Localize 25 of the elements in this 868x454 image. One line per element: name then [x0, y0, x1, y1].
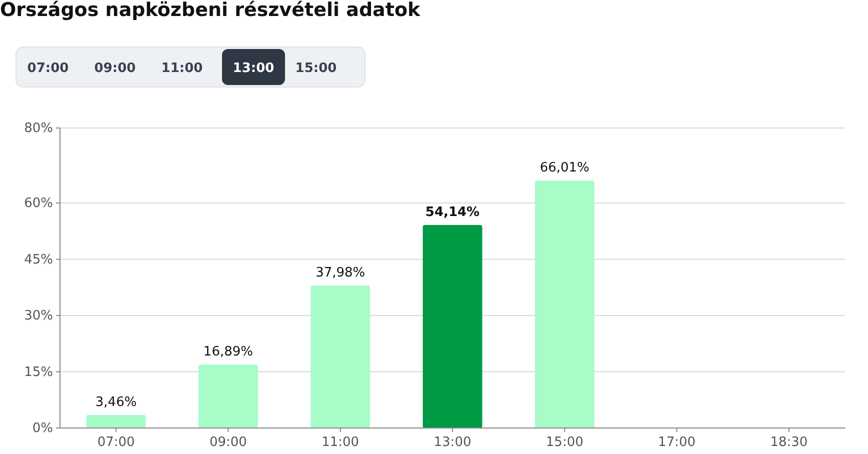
bar	[534, 180, 594, 428]
x-tick-label: 17:00	[658, 435, 696, 450]
time-selector: 07:00 09:00 11:00 13:00 15:00	[16, 46, 366, 88]
y-tick-label: 60%	[24, 196, 53, 211]
y-tick-label: 15%	[24, 364, 53, 380]
y-tick-label: 45%	[24, 252, 53, 268]
x-tick-label: 15:00	[546, 435, 584, 450]
bar	[198, 364, 258, 428]
data-label: 37,98%	[316, 266, 366, 281]
data-label: 3,46%	[95, 395, 137, 410]
y-tick-label: 80%	[24, 121, 53, 136]
chart-title: Országos napközbeni részvételi adatok	[0, 0, 420, 21]
y-tick-label: 30%	[24, 308, 53, 324]
data-label: 66,01%	[540, 160, 590, 176]
x-tick-label: 07:00	[97, 435, 135, 450]
x-tick-label: 09:00	[209, 435, 247, 450]
x-tick-label: 11:00	[322, 435, 360, 450]
x-tick-label: 13:00	[434, 435, 472, 450]
data-label: 54,14%	[425, 204, 480, 220]
bar	[86, 415, 146, 428]
y-tick-label: 0%	[32, 421, 53, 436]
x-tick-label: 18:30	[770, 435, 808, 450]
bar	[310, 286, 370, 428]
bar	[422, 224, 482, 428]
data-label: 16,89%	[203, 344, 254, 360]
